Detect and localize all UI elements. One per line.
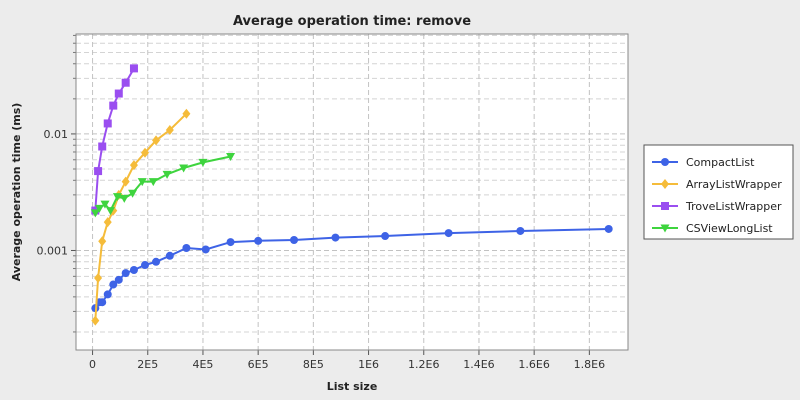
- data-point-compactlist: [114, 275, 123, 284]
- legend-marker-csviewlonglist: [660, 224, 670, 233]
- data-point-compactlist: [331, 233, 340, 242]
- plot-area: 0.001 0.01 0 2E5 4E5 6E5 8E5 1E6 1.2E6 1.4E6 1.6E6…: [37, 33, 629, 371]
- legend-marker-compactlist: [661, 158, 669, 166]
- data-point-trovelistwrapper: [98, 142, 107, 151]
- legend-label-arraylistwrapper: ArrayListWrapper: [686, 178, 782, 191]
- data-point-trovelistwrapper: [103, 119, 112, 128]
- data-point-compactlist: [141, 261, 149, 270]
- x-tick-label: 2E5: [137, 358, 158, 371]
- y-tick-label: 0.01: [44, 128, 69, 141]
- data-point-compactlist: [103, 290, 112, 299]
- data-point-csviewlonglist: [90, 209, 100, 218]
- data-point-compactlist: [226, 238, 235, 247]
- data-point-arraylistwrapper: [141, 147, 149, 158]
- legend-label-csviewlonglist: CSViewLongList: [686, 222, 773, 235]
- legend-box: [643, 144, 794, 240]
- x-tick-label: 1.6E6: [518, 358, 549, 371]
- data-point-arraylistwrapper: [103, 217, 112, 228]
- data-point-trovelistwrapper: [114, 89, 123, 98]
- data-point-compactlist: [516, 226, 525, 235]
- data-point-compactlist: [254, 236, 263, 245]
- data-point-compactlist: [129, 266, 138, 274]
- series-compactlist: [91, 224, 613, 313]
- data-point-csviewlonglist: [119, 194, 129, 203]
- data-point-arraylistwrapper: [121, 176, 130, 187]
- data-point-arraylistwrapper: [165, 125, 174, 136]
- data-point-compactlist: [381, 232, 390, 241]
- data-point-trovelistwrapper: [129, 64, 138, 73]
- data-point-csviewlonglist: [162, 170, 172, 179]
- x-tick-label: 1.4E6: [463, 358, 494, 371]
- data-point-arraylistwrapper: [129, 160, 138, 171]
- x-tick-label: 1.2E6: [408, 358, 439, 371]
- data-point-arraylistwrapper: [152, 135, 161, 146]
- legend-label-trovelistwrapper: TroveListWrapper: [685, 200, 782, 213]
- y-tick-label: 0.001: [37, 244, 69, 257]
- series-arraylistwrapper: [91, 108, 191, 326]
- data-point-csviewlonglist: [106, 207, 115, 216]
- x-tick-label: 4E5: [192, 358, 213, 371]
- data-point-compactlist: [98, 298, 107, 307]
- data-point-arraylistwrapper: [94, 273, 103, 284]
- data-point-csviewlonglist: [137, 178, 147, 187]
- plot-background: [75, 33, 629, 351]
- data-point-arraylistwrapper: [98, 236, 107, 247]
- data-point-compactlist: [152, 257, 161, 266]
- data-point-csviewlonglist: [226, 153, 236, 162]
- x-tick-label: 1.8E6: [574, 358, 605, 371]
- x-tick-label: 1E6: [358, 358, 379, 371]
- data-point-trovelistwrapper: [121, 78, 130, 87]
- data-point-csviewlonglist: [198, 158, 208, 167]
- x-tick-label: 0: [89, 358, 96, 371]
- legend-marker-arraylistwrapper: [661, 179, 669, 189]
- data-point-csviewlonglist: [100, 200, 110, 209]
- data-point-arraylistwrapper: [91, 315, 100, 326]
- data-point-csviewlonglist: [148, 178, 158, 187]
- data-point-compactlist: [290, 235, 299, 244]
- data-point-arraylistwrapper: [182, 108, 191, 119]
- data-point-compactlist: [604, 224, 613, 233]
- data-point-trovelistwrapper: [109, 101, 118, 110]
- data-point-compactlist: [444, 229, 453, 238]
- data-point-csviewlonglist: [94, 204, 104, 213]
- data-point-compactlist: [201, 245, 210, 254]
- x-tick-label: 6E5: [248, 358, 269, 371]
- data-point-compactlist: [121, 269, 130, 278]
- x-axis-label: List size: [327, 380, 378, 393]
- legend-marker-trovelistwrapper: [661, 202, 669, 210]
- data-point-trovelistwrapper: [94, 167, 103, 176]
- data-point-csviewlonglist: [128, 189, 138, 198]
- plot-border: [75, 33, 629, 351]
- chart-title: Average operation time: remove: [233, 14, 471, 29]
- data-point-csviewlonglist: [112, 193, 122, 202]
- legend-label-compactlist: CompactList: [686, 156, 755, 169]
- data-point-compactlist: [165, 251, 174, 260]
- data-point-csviewlonglist: [179, 164, 189, 173]
- series-csviewlonglist: [90, 153, 236, 218]
- data-point-compactlist: [182, 244, 191, 253]
- y-axis-label: Average operation time (ms): [10, 103, 23, 282]
- x-tick-label: 8E5: [303, 358, 324, 371]
- legend: CompactList ArrayListWrapper TroveListWrap…: [643, 144, 794, 240]
- data-point-compactlist: [109, 280, 118, 289]
